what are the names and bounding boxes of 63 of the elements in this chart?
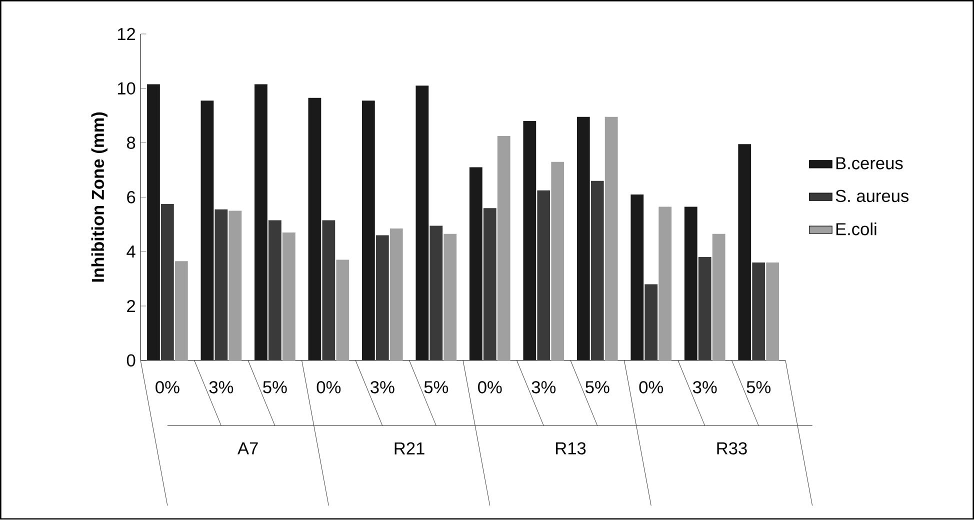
bar: [336, 260, 350, 361]
text: R13: [556, 442, 586, 455]
y-tick-label: 4: [126, 246, 136, 258]
y-tick-label: 10: [118, 82, 136, 95]
bar: [282, 232, 296, 361]
text: R21: [394, 442, 424, 455]
y-tick-label: 8: [126, 136, 136, 150]
bar: [497, 136, 510, 361]
bar: [444, 234, 457, 361]
x-tick-label: 5%: [424, 381, 448, 394]
y-tick-label: 12: [118, 28, 135, 40]
bar: [590, 181, 604, 361]
y-tick-label: 6: [127, 191, 136, 204]
legend-label: S. aureus: [836, 190, 909, 202]
bar: [712, 234, 726, 361]
text: R33: [717, 442, 747, 455]
bar: [576, 117, 590, 361]
bar: [390, 228, 403, 361]
bar: [537, 190, 550, 361]
bar: [322, 220, 336, 361]
x-tick-label: 3%: [370, 381, 394, 394]
legend-label: B.cereus: [836, 157, 903, 170]
bar: [738, 144, 752, 361]
bar: [752, 262, 766, 361]
bar: [268, 220, 282, 361]
bar: [523, 121, 536, 361]
y-tick-label: 0: [126, 354, 136, 367]
bar: [658, 206, 672, 361]
x-tick-label: 3%: [209, 381, 234, 394]
x-tick-label: 3%: [693, 381, 717, 394]
text: A7: [238, 442, 258, 454]
bar: [376, 235, 389, 361]
x-tick-label: 0%: [156, 381, 180, 394]
bar: [698, 257, 712, 361]
bar: [362, 100, 375, 361]
x-tick-label: 5%: [586, 381, 610, 394]
y-axis-title: Inhibition Zone (mm): [91, 112, 108, 282]
bar: [147, 84, 160, 361]
bar: [174, 261, 188, 361]
bar: [644, 284, 658, 361]
x-tick-label: 0%: [478, 381, 502, 394]
bar: [254, 84, 268, 361]
bar: [416, 86, 429, 361]
bar: [214, 210, 228, 361]
bar: [483, 208, 496, 361]
x-tick-label: 3%: [532, 381, 556, 394]
x-tick-label: 5%: [263, 381, 287, 394]
legend-label: E.coli: [836, 222, 876, 236]
x-tick-label: 0%: [316, 381, 341, 394]
bar: [308, 98, 322, 361]
bar: [161, 204, 174, 361]
x-tick-label: 0%: [639, 381, 664, 394]
bar: [551, 162, 564, 361]
bar: [604, 117, 618, 361]
bar: [684, 206, 698, 361]
y-tick-label: 2: [127, 300, 135, 312]
bar: [430, 226, 443, 361]
bar: [630, 194, 644, 361]
bar: [200, 100, 214, 361]
x-tick-label: 5%: [746, 381, 770, 394]
bar: [766, 262, 780, 361]
bar: [469, 167, 482, 361]
bar: [228, 210, 242, 361]
